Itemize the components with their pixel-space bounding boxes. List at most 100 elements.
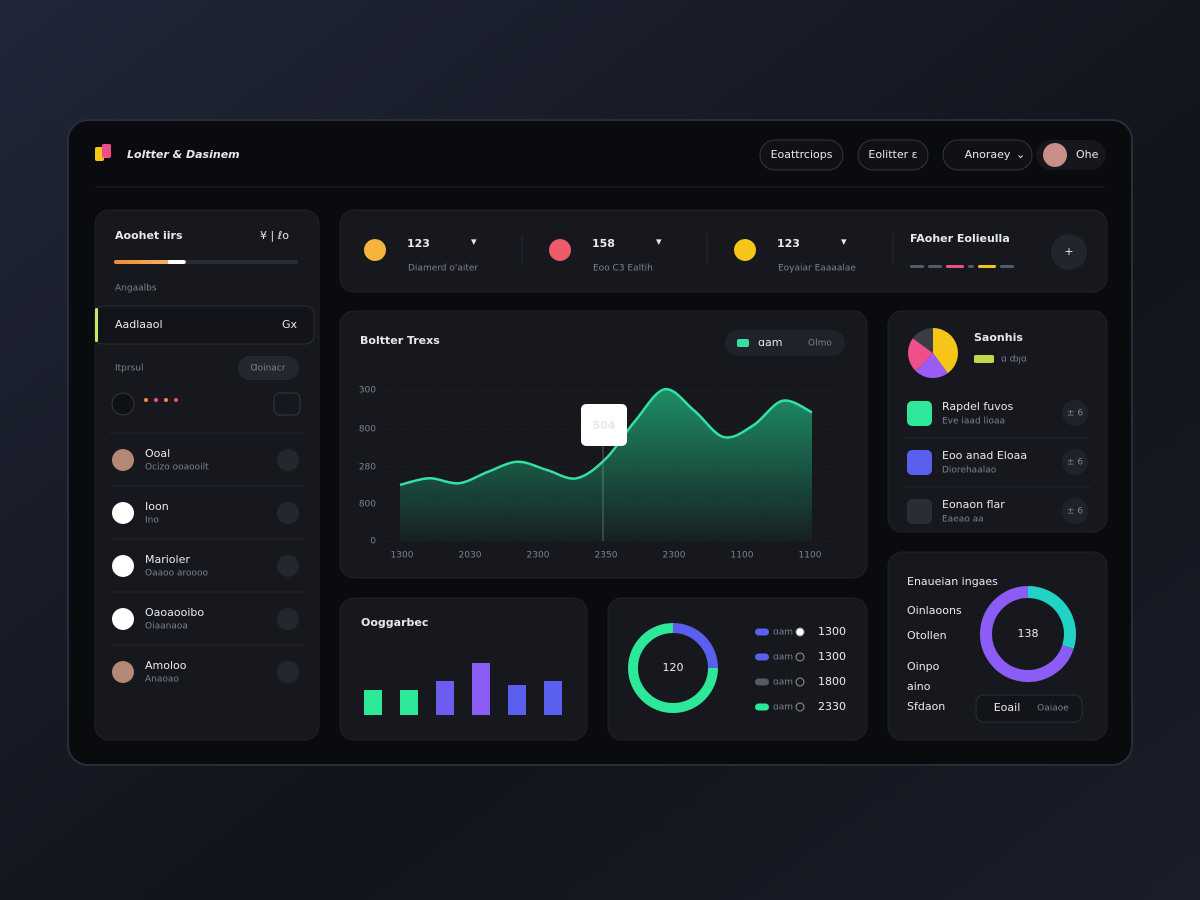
bar [400,690,418,715]
legend-label: ɑam [773,678,793,688]
add-button[interactable] [1051,234,1087,270]
gauge-label: aino [907,680,931,693]
contact-toggle[interactable] [277,449,299,471]
stat-value: 123 [777,237,800,250]
nav-pill[interactable] [942,139,1033,171]
status-dot [174,398,178,402]
contact-name: Ooal [145,447,170,460]
filter-label: Itprsul [115,364,144,374]
gauge-button-label: Eoail [994,701,1021,714]
add-icon: + [1064,245,1073,258]
strip-segment [1000,265,1014,268]
filter-button[interactable] [238,356,299,380]
nav-pill[interactable] [857,139,929,171]
progress-fill [114,260,186,264]
nav-label: Eolitter ɛ [868,148,917,161]
strip-segment [928,265,942,268]
contact-detail: Anaoao [145,675,179,685]
chevron: ⌄ [1016,148,1025,161]
panel-title: Saonhis [974,331,1023,344]
pie-slice [908,338,933,372]
toggle-label: ɑam [758,336,782,349]
user-name: Ohe [1076,148,1099,161]
x-tick-label: 1100 [799,551,822,561]
legend-label: ɑam [773,703,793,713]
ring-segment [672,623,718,669]
stat-caret: ▾ [471,235,477,248]
bar [364,690,382,715]
item-button[interactable] [1062,400,1088,426]
row-icon [111,392,135,416]
gauge-label: Otollen [907,629,947,642]
status-dot [144,398,148,402]
y-tick-label: 0 [370,537,376,547]
item-action: ± 6 [1067,409,1083,419]
gauge-center: 138 [1018,627,1039,640]
item-icon [907,450,932,475]
stat-label: Eoo C3 Ealtih [593,264,653,274]
legend-icon [795,627,805,637]
stat-value: 123 [407,237,430,250]
panel-title: FAoher Eolieulla [910,232,1010,245]
legend-swatch [755,628,769,636]
legend-swatch [755,703,769,711]
bar [544,681,562,715]
avatar [1043,143,1067,167]
x-tick-label: 2350 [595,551,618,561]
item-icon [907,499,932,524]
item-button[interactable] [1062,449,1088,475]
legend-value: 1800 [818,675,846,688]
legend-swatch [755,653,769,661]
subtitle-pill [974,355,994,363]
item-action: ± 6 [1067,507,1083,517]
legend-value: 1300 [818,625,846,638]
selected-accent [95,308,98,342]
y-tick-label: 800 [359,425,376,435]
strip-segment [946,265,964,268]
nav-label: Anoraey [965,148,1011,161]
nav-label: Eoattrciops [771,148,833,161]
ring-segment [628,623,718,713]
ring-center: 120 [663,661,684,674]
gauge-label: Oinlaoons [907,604,962,617]
gauge-label: Oinpo [907,660,940,673]
toggle-label: Olmo [808,339,832,349]
contact-name: Amoloo [145,659,187,672]
ring-card [607,597,868,741]
stat-value: 158 [592,237,615,250]
item-button[interactable] [1062,498,1088,524]
contact-toggle[interactable] [277,661,299,683]
nav-pill[interactable] [759,139,844,171]
contact-detail: Ino [145,516,159,526]
toggle-group[interactable] [725,330,845,356]
legend-swatch [755,678,769,686]
y-tick-label: 800 [359,500,376,510]
contact-toggle[interactable] [277,555,299,577]
gauge-button[interactable] [975,694,1083,723]
item-detail: Eaeao aa [942,515,984,525]
contact-avatar [112,502,134,524]
contact-avatar [112,555,134,577]
row-button[interactable] [273,392,301,416]
pie-slice [933,328,959,374]
stat-icon [734,239,756,261]
contact-toggle[interactable] [277,608,299,630]
stat-icon [549,239,571,261]
stats-strip [339,209,1108,293]
legend-value: 1300 [818,650,846,663]
legend-icon [795,702,805,712]
logo-mark [102,144,111,158]
item-icon [907,401,932,426]
bar [508,685,526,715]
contact-detail: Ocizo ooaooilt [145,463,209,473]
strip-segment [910,265,924,268]
gauge-segment [980,586,1074,682]
contact-toggle[interactable] [277,502,299,524]
y-tick-label: 300 [359,386,376,396]
item-title: Rapdel fuvos [942,400,1014,413]
strip-segment [978,265,996,268]
app-title: Loltter & Dasinem [127,148,240,161]
panel-subtitle: ɑ ȸȷɑ [1001,355,1027,365]
contact-avatar [112,608,134,630]
filter-button-label: Ɑoinacr [251,364,286,374]
